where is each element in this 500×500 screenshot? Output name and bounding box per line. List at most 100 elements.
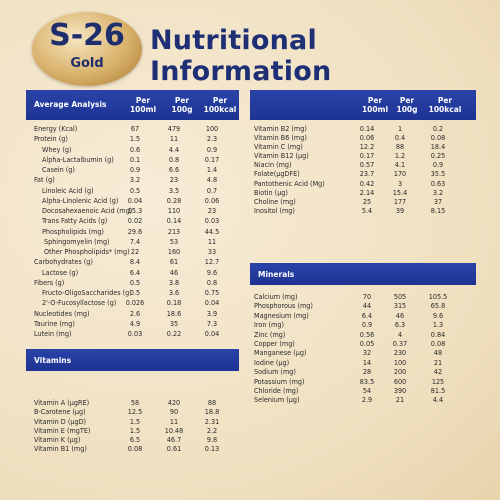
nutrient-value: 1.4: [206, 165, 218, 174]
nutrient-value: 0.03: [204, 216, 220, 226]
nutrient-name: Vitamin B2 (mg): [254, 124, 307, 133]
nutrient-value: 100: [205, 124, 219, 133]
nutrient-value: 110: [167, 206, 181, 215]
nutrient-name: Alpha-Lactalbumin (g): [42, 154, 114, 164]
nutrient-value: 0.04: [204, 329, 220, 338]
nutrient-value: 2.3: [206, 134, 218, 144]
nutrient-name: Linoleic Acid (g): [42, 185, 94, 195]
nutrient-name: Folate(µgDFE): [254, 169, 300, 179]
nutrient-name: Lutein (mg): [34, 329, 72, 338]
table-row: Inositol (mg) 5.4 39 8.15: [254, 206, 476, 215]
nutrient-value: 9.6: [206, 267, 218, 277]
nutrient-name: Energy (Kcal): [34, 124, 78, 133]
table-row: B-Carotene (µg) 12.5 90 18.8: [34, 407, 244, 416]
table-row: Fibers (g) 0.5 3.8 0.8: [34, 278, 244, 288]
nutrient-value: 42: [433, 367, 443, 377]
vitamins-header: Vitamins: [26, 349, 239, 371]
table-row: Magnesium (mg) 6.4 46 9.6: [254, 311, 476, 320]
nutrient-name: Other Phospholipids* (mg): [44, 247, 130, 256]
nutrient-value: 0.06: [359, 133, 375, 143]
table-row: Iodine (µg) 14 100 21: [254, 358, 476, 367]
nutrient-value: 0.14: [166, 216, 182, 226]
nutrient-value: 4.4: [432, 395, 444, 405]
nutrient-value: 125: [431, 376, 445, 386]
nutrient-value: 67: [130, 124, 140, 133]
nutrient-value: 390: [393, 385, 407, 395]
nutrient-value: 0.13: [204, 444, 220, 454]
nutrient-value: 0.08: [430, 133, 446, 143]
nutrient-name: Alpha-Linolenic Acid (g): [42, 195, 119, 205]
nutrient-value: 0.9: [361, 320, 373, 330]
nutrient-name: Pantothenic Acid (Mg): [254, 178, 325, 188]
nutrient-value: 33: [207, 247, 217, 256]
table-row: Chloride (mg) 54 390 81.5: [254, 386, 476, 395]
nutrient-name: 2'-O-Fucosyllactose (g): [42, 298, 117, 308]
nutrient-value: 6.4: [129, 267, 141, 277]
nutrient-value: 46: [395, 310, 405, 320]
nutrient-value: 160: [167, 247, 181, 256]
nutrient-name: Sodium (mg): [254, 367, 296, 377]
nutrient-value: 15.4: [392, 187, 408, 197]
table-row: Lactose (g) 6.4 46 9.6: [34, 268, 244, 278]
nutrient-value: 0.9: [432, 160, 444, 170]
table-row: Docosahexaenoic Acid (mg) 15.3 110 23: [34, 206, 244, 216]
nutrient-value: 18.4: [430, 142, 446, 152]
nutrient-value: 0.03: [127, 329, 143, 338]
nutrient-value: 21: [433, 357, 443, 367]
table-row: Trans Fatty Acids (g) 0.02 0.14 0.03: [34, 216, 244, 226]
nutrient-value: 90: [169, 407, 179, 417]
table-row: Pantothenic Acid (Mg) 0.42 3 0.63: [254, 179, 476, 188]
nutrient-value: 0.1: [129, 154, 141, 164]
nutrient-value: 0.6: [129, 144, 141, 154]
vitamins-table: Vitamin A (µgRE) 58 420 88 B-Carotene (µg) 12…: [34, 398, 244, 454]
table-row: Alpha-Linolenic Acid (g) 0.04 0.28 0.06: [34, 196, 244, 206]
nutrient-value: 2.2: [206, 425, 218, 435]
nutrient-value: 8.4: [129, 257, 141, 267]
table-row: Manganese (µg) 32 230 48: [254, 348, 476, 357]
nutrient-value: 18.6: [166, 308, 182, 318]
nutrient-value: 21: [395, 395, 405, 405]
nutrient-value: 54: [362, 385, 372, 395]
table-row: Casein (g) 0.9 6.6 1.4: [34, 165, 244, 175]
nutrient-value: 0.8: [206, 277, 218, 287]
nutrient-value: 3.2: [432, 187, 444, 197]
nutrient-value: 170: [393, 169, 407, 179]
nutrient-value: 9.6: [432, 310, 444, 320]
nutrient-value: 15.3: [127, 206, 143, 215]
nutrient-value: 0.04: [127, 195, 143, 205]
table-row: Vitamin B2 (mg) 0.14 1 0.2: [254, 124, 476, 133]
nutrient-value: 35.5: [430, 169, 446, 179]
nutrient-value: 8.15: [430, 205, 446, 215]
average-analysis-table: Energy (Kcal) 67 479 100 Protein (g) 1.5 11 2.3…: [34, 124, 244, 339]
nutrient-name: Biotin (µg): [254, 187, 288, 197]
nutrient-value: 3.5: [168, 185, 180, 195]
nutrient-value: 200: [393, 367, 407, 377]
nutrient-name: B-Carotene (µg): [34, 407, 86, 417]
nutrient-value: 4.4: [168, 144, 180, 154]
nutrient-name: Vitamin E (mgTE): [34, 425, 91, 435]
nutrient-value: 3.2: [129, 175, 141, 185]
nutrient-value: 23: [207, 206, 217, 215]
table-row: Phosphorous (mg) 44 315 65.8: [254, 301, 476, 310]
nutrient-value: 12.5: [127, 407, 143, 417]
nutrient-value: 88: [207, 398, 217, 407]
nutrient-value: 0.02: [127, 216, 143, 226]
minerals-header: Minerals: [250, 263, 476, 285]
nutrient-value: 0.37: [392, 338, 408, 348]
table-row: Biotin (µg) 2.14 15.4 3.2: [254, 188, 476, 197]
table-row: Vitamin B12 (µg) 0.17 1.2 0.25: [254, 151, 476, 160]
average-analysis-header: Average Analysis Per 100ml Per 100g Per 100…: [26, 90, 239, 120]
nutrient-value: 1.5: [129, 134, 141, 144]
nutrient-value: 4.8: [206, 175, 218, 185]
table-row: Fat (g) 3.2 23 4.8: [34, 175, 244, 185]
nutrient-value: 28: [362, 367, 372, 377]
nutrient-value: 61: [169, 257, 179, 267]
table-row: Folate(µgDFE) 23.7 170 35.5: [254, 169, 476, 178]
nutrient-value: 3.8: [168, 277, 180, 287]
nutrient-value: 3.6: [168, 288, 180, 297]
nutrient-value: 6.4: [361, 310, 373, 320]
nutrient-value: 70: [362, 292, 372, 301]
nutrient-value: 44.5: [204, 226, 220, 236]
nutrient-value: 4: [397, 329, 403, 339]
nutrient-value: 0.2: [432, 124, 444, 133]
